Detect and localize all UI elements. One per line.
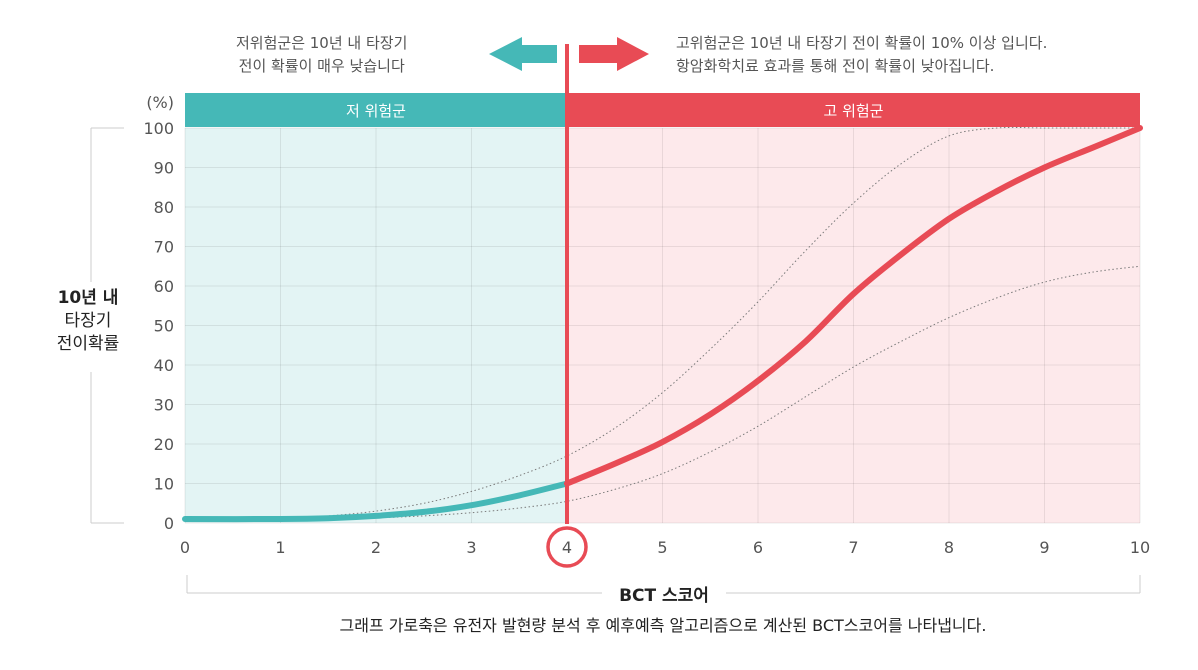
- y-tick-label: 50: [154, 317, 174, 336]
- y-axis-label-line1: 10년 내: [57, 288, 119, 308]
- y-tick-label: 70: [154, 238, 174, 257]
- x-tick-label: 3: [466, 538, 476, 557]
- high-risk-zone-bg: [567, 128, 1140, 523]
- x-tick-label: 9: [1039, 538, 1049, 557]
- x-axis-title: BCT 스코어: [602, 581, 726, 606]
- main-curve-low-risk: [182, 480, 570, 523]
- y-axis-label-line2: 타장기: [64, 311, 112, 331]
- y-axis-label-line3: 전이확률: [56, 334, 120, 354]
- main-curve-high-risk: [564, 125, 1143, 487]
- left-arrow-icon: [489, 37, 557, 71]
- y-tick-label: 0: [164, 514, 174, 533]
- x-tick-label: 2: [371, 538, 381, 557]
- y-tick-label: 90: [154, 159, 174, 178]
- high-risk-note: 고위험군은 10년 내 타장기 전이 확률이 10% 이상 입니다. 항암화학치…: [676, 32, 1047, 78]
- footnote: 그래프 가로축은 유전자 발현량 분석 후 예후예측 알고리즘으로 계산된 BC…: [339, 616, 987, 635]
- high-risk-note-line2: 항암화학치료 효과를 통해 전이 확률이 낮아집니다.: [676, 57, 995, 75]
- x-tick-label: 6: [753, 538, 763, 557]
- low-risk-note: 저위험군은 10년 내 타장기 전이 확률이 매우 낮습니다: [236, 32, 407, 78]
- right-arrow-icon: [579, 37, 649, 71]
- y-axis-label: 10년 내 타장기 전이확률: [38, 287, 138, 356]
- high-risk-note-line1: 고위험군은 10년 내 타장기 전이 확률이 10% 이상 입니다.: [676, 34, 1048, 52]
- x-tick-label: 0: [180, 538, 190, 557]
- low-risk-header-label: 저 위험군: [346, 102, 406, 120]
- low-risk-zone-bg: [185, 128, 567, 523]
- threshold-highlight-circle: [546, 526, 588, 568]
- y-tick-label: 30: [154, 396, 174, 415]
- x-tick-label: 8: [944, 538, 954, 557]
- y-tick-label: 10: [154, 475, 174, 494]
- y-tick-label: 20: [154, 435, 174, 454]
- low-risk-header: [185, 93, 567, 127]
- x-tick-label: 1: [275, 538, 285, 557]
- low-risk-note-line1: 저위험군은 10년 내 타장기: [236, 34, 408, 52]
- x-tick-label: 7: [848, 538, 858, 557]
- y-tick-label: 100: [143, 119, 174, 138]
- x-tick-label: 10: [1130, 538, 1150, 557]
- low-risk-note-line2: 전이 확률이 매우 낮습니다: [238, 57, 405, 75]
- y-unit-label: (%): [146, 93, 174, 112]
- y-tick-label: 80: [154, 198, 174, 217]
- y-tick-label: 60: [154, 277, 174, 296]
- high-risk-header: [567, 93, 1140, 127]
- high-risk-header-label: 고 위험군: [824, 102, 884, 120]
- y-tick-label: 40: [154, 356, 174, 375]
- threshold-tick-label: 4: [562, 538, 572, 557]
- x-tick-label: 5: [657, 538, 667, 557]
- upper-bound-line: [184, 126, 1140, 520]
